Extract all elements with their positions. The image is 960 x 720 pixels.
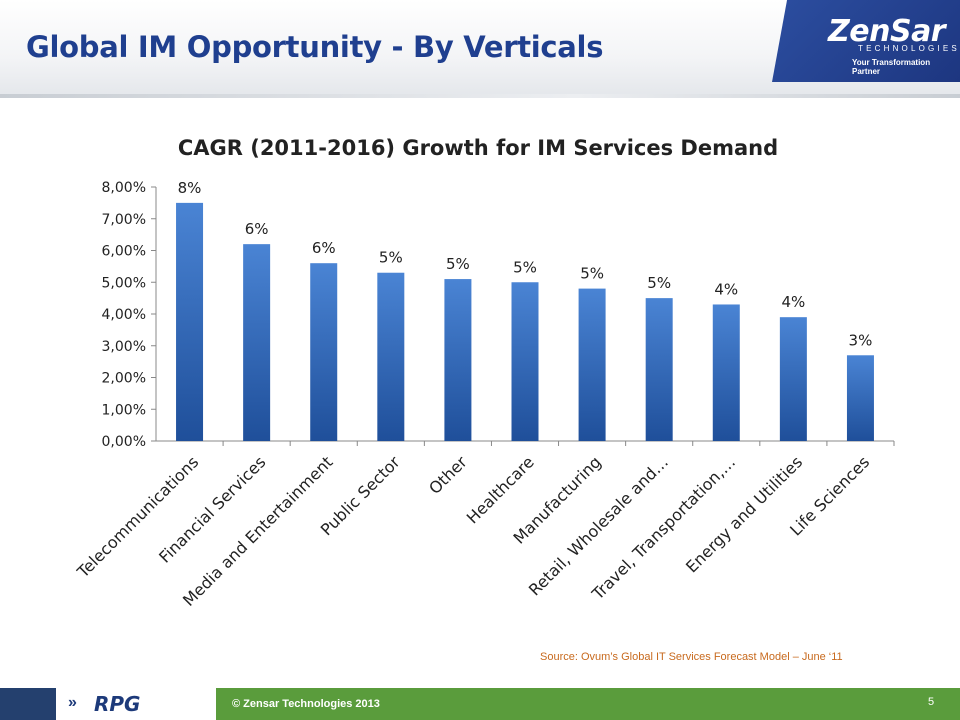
chart-title: CAGR (2011-2016) Growth for IM Services … <box>178 136 778 160</box>
y-tick-label: 7,00% <box>102 212 146 228</box>
copyright-text: © Zensar Technologies 2013 <box>232 698 380 710</box>
chart-plot-area: 0,00% 1,00% 2,00% 3,00% 4,00% 5,00% 6,00% 7,00%… <box>73 179 895 610</box>
category-label: Energy and Utilities <box>682 452 806 576</box>
y-tick-label: 1,00% <box>102 402 146 418</box>
y-tick-label: 2,00% <box>102 371 146 387</box>
data-label: 3% <box>849 331 873 349</box>
double-chevron-icon: » <box>68 694 77 711</box>
y-tick-label: 0,00% <box>102 434 146 450</box>
bar <box>511 282 539 441</box>
bar <box>645 298 673 441</box>
data-label: 5% <box>580 265 604 283</box>
data-label: 4% <box>714 280 738 298</box>
bar-chart: CAGR (2011-2016) Growth for IM Services … <box>73 136 895 610</box>
footer-logo-area <box>56 688 216 720</box>
footer-accent <box>0 688 56 720</box>
logo-subtitle: TECHNOLOGIES <box>858 44 960 53</box>
category-label: Retail, Wholesale and… <box>525 452 672 599</box>
bar <box>712 304 740 441</box>
category-label: Other <box>425 452 471 498</box>
data-label: 5% <box>446 255 470 273</box>
bar <box>846 355 874 441</box>
data-label: 6% <box>312 239 336 257</box>
zensar-logo <box>772 0 960 82</box>
bar <box>310 263 338 441</box>
data-label: 5% <box>513 258 537 276</box>
data-label: 8% <box>178 179 202 197</box>
y-tick-label: 3,00% <box>102 339 146 355</box>
data-label: 4% <box>781 293 805 311</box>
y-tick-label: 8,00% <box>102 180 146 196</box>
bar <box>176 202 204 441</box>
bar <box>377 272 405 441</box>
y-tick-label: 4,00% <box>102 307 146 323</box>
data-label: 5% <box>379 249 403 267</box>
y-tick-label: 6,00% <box>102 244 146 260</box>
bar <box>243 244 271 441</box>
page-number: 5 <box>928 696 935 708</box>
data-label: 6% <box>245 220 269 238</box>
header-divider <box>0 94 960 98</box>
y-tick-label: 5,00% <box>102 275 146 291</box>
data-label: 5% <box>647 274 671 292</box>
logo-tagline: Your Transformation Partner <box>852 58 931 76</box>
bar <box>779 317 807 441</box>
source-note: Source: Ovum’s Global IT Services Foreca… <box>540 651 843 663</box>
rpg-logo: RPG <box>94 692 141 716</box>
bar <box>578 288 606 441</box>
bar <box>444 279 472 441</box>
slide-title: Global IM Opportunity - By Verticals <box>26 30 604 64</box>
category-label: Telecommunications <box>73 452 203 582</box>
logo-name: ZenSar <box>828 14 946 49</box>
